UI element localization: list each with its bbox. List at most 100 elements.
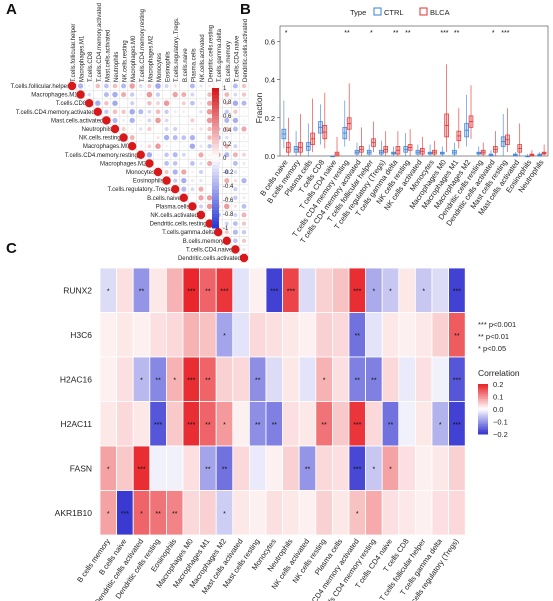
- corr-circle: [182, 128, 185, 130]
- corr-circle: [67, 81, 77, 91]
- corr-legend-swatch: [212, 158, 219, 162]
- legend-blca-swatch: [419, 7, 428, 16]
- corr-circle: [147, 144, 152, 149]
- corr-circle: [242, 170, 246, 174]
- corr-col-label: B.cells.naive: [183, 48, 189, 82]
- corr-legend-swatch: [212, 123, 219, 127]
- heatmap-cell: [232, 401, 250, 447]
- corr-legend-swatch: [212, 182, 219, 187]
- heatmap-cell: [182, 445, 201, 491]
- heatmap-star: *: [389, 466, 392, 473]
- corr-circle: [224, 195, 229, 200]
- heatmap-star: ***: [187, 288, 195, 295]
- corr-row-label: B.cells.naive: [147, 196, 181, 202]
- heatmap-cell: [132, 312, 151, 358]
- corr-circle: [232, 126, 238, 132]
- corr-circle: [224, 203, 230, 210]
- corr-legend-swatch: [212, 95, 219, 99]
- heatmap-cell: [315, 312, 333, 358]
- corr-circle: [224, 117, 230, 123]
- panel-c-heatmap: RUNX2 * ** *** ** *** *** *** *** * * * ***H3C6 * ** **…: [55, 267, 466, 601]
- corr-legend-swatch: [212, 214, 219, 218]
- heatmap-star: **: [272, 422, 278, 429]
- corr-circle: [198, 195, 204, 201]
- corr-row-label: Macrophages.M1: [31, 93, 78, 99]
- heatmap-cell: [132, 401, 151, 447]
- heatmap-cell: [431, 445, 450, 491]
- heatmap-cell: [116, 356, 134, 402]
- heatmap-star: *: [389, 288, 392, 295]
- heatmap-cell: [414, 312, 433, 358]
- panel-a-color-legend: 1 0.8 0.6 0.4 0.2 0 -0.2 -0.4 -0.6 -0.8 -1: [212, 86, 234, 232]
- corr-circle: [138, 84, 143, 88]
- corr-circle: [157, 162, 159, 165]
- heatmap-cell: [381, 312, 400, 358]
- heatmap-star: **: [205, 288, 211, 295]
- corr-circle: [112, 117, 118, 123]
- heatmap-cell: [315, 490, 333, 536]
- corr-legend-swatch: [212, 224, 219, 229]
- heatmap-cell: [149, 312, 167, 358]
- corr-circle: [190, 161, 195, 166]
- heatmap-cell: [265, 356, 284, 402]
- corr-legend-swatch: [212, 140, 219, 145]
- correlation-legend-swatch: [478, 420, 488, 423]
- heatmap-cell: [265, 312, 284, 358]
- corr-circle: [241, 238, 247, 243]
- heatmap-star: *: [439, 422, 442, 429]
- corr-legend-swatch: [212, 196, 219, 201]
- correlation-legend-swatch: [478, 389, 488, 392]
- corr-legend-swatch: [212, 88, 219, 92]
- heatmap-cell: [315, 445, 333, 491]
- heatmap-cell: [99, 356, 118, 402]
- corr-circle: [242, 161, 246, 165]
- heatmap-cell: [165, 267, 184, 313]
- panel-b-boxplot: Type CTRL BLCA Fraction 0.00.20.40.6B ce…: [254, 7, 549, 245]
- corr-circle: [222, 236, 231, 245]
- heatmap-cell: [398, 490, 416, 536]
- heatmap-star: **: [139, 288, 145, 295]
- corr-circle: [232, 221, 238, 227]
- heatmap-cell: [248, 312, 267, 358]
- heatmap-cell: [414, 490, 433, 536]
- corr-circle: [156, 153, 160, 157]
- panel-b-ytick-label: 0.6: [265, 37, 275, 46]
- corr-circle: [147, 126, 152, 132]
- corr-circle: [87, 92, 91, 97]
- correlation-legend-swatch: [478, 384, 488, 387]
- corr-legend-swatch: [212, 217, 219, 222]
- heatmap-cell: [431, 267, 450, 313]
- corr-circle: [199, 110, 203, 114]
- heatmap-cell: [165, 312, 184, 358]
- corr-circle: [155, 109, 161, 115]
- corr-circle: [156, 136, 160, 140]
- heatmap-star: ***: [353, 422, 361, 429]
- heatmap-star: ***: [453, 377, 461, 384]
- heatmap-cell: [414, 401, 433, 447]
- corr-circle: [206, 195, 213, 201]
- correlation-legend-swatch: [478, 399, 488, 402]
- correlation-legend-swatch: [478, 409, 488, 412]
- corr-row-label: Macrophages.M2: [100, 161, 147, 167]
- corr-circle: [104, 83, 109, 89]
- correlation-legend-swatch: [478, 424, 488, 427]
- corr-circle: [147, 118, 152, 123]
- corr-circle: [164, 109, 169, 114]
- corr-circle: [145, 159, 154, 168]
- correlation-legend-swatch: [478, 395, 488, 398]
- corr-circle: [233, 213, 238, 217]
- corr-circle: [164, 169, 169, 175]
- corr-circle: [234, 136, 237, 139]
- correlation-legend-tick: 0.1: [493, 393, 503, 402]
- heatmap-star: ***: [121, 511, 129, 518]
- corr-circle: [239, 253, 249, 263]
- corr-legend-swatch: [212, 189, 219, 194]
- corr-row-label: T.cells.CD8: [56, 101, 87, 107]
- heatmap-cell: [282, 490, 300, 536]
- heatmap-star: *: [323, 377, 326, 384]
- heatmap-cell: [365, 490, 383, 536]
- corr-circle: [233, 92, 238, 97]
- corr-col-label: Monocytes: [157, 53, 163, 82]
- corr-circle: [241, 100, 247, 106]
